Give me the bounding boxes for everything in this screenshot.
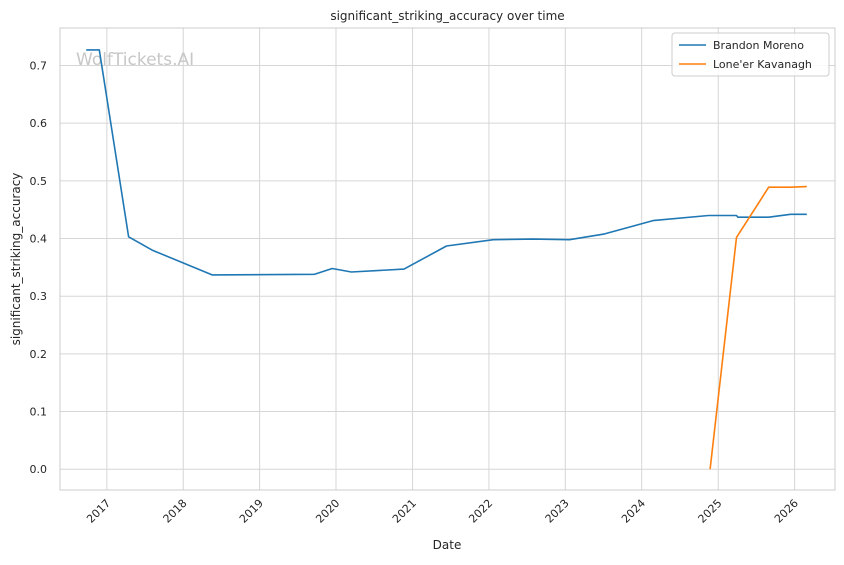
y-tick-label: 0.2	[30, 348, 48, 361]
y-axis-label: significant_striking_accuracy	[9, 173, 23, 346]
plot-frame	[59, 27, 836, 491]
x-tick-label: 2026	[772, 497, 801, 526]
series-line-brandon-moreno	[86, 49, 807, 276]
y-tick-label: 0.1	[30, 406, 48, 419]
series-layer	[86, 49, 807, 470]
legend: Brandon Moreno Lone'er Kavanagh	[671, 32, 830, 77]
watermark: WolfTickets.AI	[76, 50, 194, 70]
x-axis-label: Date	[433, 538, 462, 552]
y-tick-label: 0.7	[30, 59, 48, 72]
legend-label-loneer-kavanagh: Lone'er Kavanagh	[713, 58, 812, 71]
x-tick-label: 2025	[696, 497, 725, 526]
x-tick-label: 2024	[619, 497, 648, 526]
y-tick-label: 0.5	[30, 175, 48, 188]
x-tick-label: 2018	[161, 497, 190, 526]
y-tick-label: 0.3	[30, 290, 48, 303]
x-tick-labels: 2017 2018 2019 2020 2021 2022 2023 2024 2025 2026	[84, 497, 801, 526]
legend-box	[671, 32, 830, 77]
series-line-lone-er-kavanagh	[709, 185, 807, 470]
x-tick-label: 2020	[313, 497, 342, 526]
chart-title: significant_striking_accuracy over time	[330, 9, 564, 23]
y-tick-label: 0.6	[30, 117, 48, 130]
y-tick-label: 0.4	[30, 233, 48, 246]
x-tick-label: 2023	[543, 497, 572, 526]
y-tick-labels: 0.0 0.1 0.2 0.3 0.4 0.5 0.6 0.7	[30, 59, 48, 476]
x-tick-label: 2021	[390, 497, 419, 526]
x-tick-label: 2022	[466, 497, 495, 526]
x-tick-label: 2019	[237, 497, 266, 526]
legend-label-brandon-moreno: Brandon Moreno	[713, 39, 804, 52]
grid	[60, 28, 835, 490]
x-tick-label: 2017	[84, 497, 113, 526]
y-tick-label: 0.0	[30, 463, 48, 476]
